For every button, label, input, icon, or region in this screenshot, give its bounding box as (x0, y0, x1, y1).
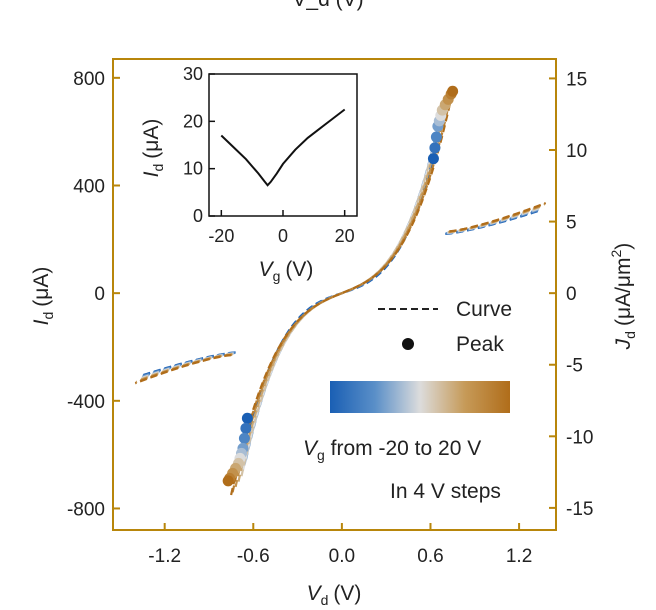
plot-frame (112, 58, 557, 531)
inset-x-tick-label: 20 (335, 226, 355, 246)
iv-tail-positive-vg-20 (449, 201, 547, 233)
curves (134, 91, 547, 496)
legend-peak-label: Peak (456, 333, 504, 356)
inset-y-tick-label: 10 (183, 159, 203, 179)
x-axis-ticks: -1.2 -0.6 0.0 0.6 1.2 (148, 523, 532, 567)
inset-frame (208, 73, 358, 217)
peak-marker-negative-vg--20 (241, 412, 253, 424)
inset-y-axis-ticks: 30 20 10 0 (183, 64, 215, 226)
peak-marker-negative-vg-20 (222, 475, 234, 487)
iv-tail-positive-vg-16 (449, 202, 546, 233)
inset-x-tick-label: 0 (278, 226, 288, 246)
y-left-tick-label: 400 (73, 176, 105, 197)
y-right-tick-label: 15 (566, 69, 587, 90)
inset-x-tick-label: -20 (208, 226, 234, 246)
y-left-axis-ticks: 800 400 0 -400 -800 (67, 69, 120, 520)
legend-curve-label: Curve (456, 298, 512, 321)
y-right-tick-label: 0 (566, 284, 577, 305)
x-tick-label: -1.2 (148, 546, 181, 567)
peak-marker-positive-vg--20 (427, 153, 439, 165)
y-right-tick-label: 10 (566, 141, 587, 162)
y-left-tick-label: 800 (73, 69, 105, 90)
inset-y-tick-label: 0 (193, 206, 203, 226)
legend-peak-marker (402, 338, 414, 350)
iv-tail-negative-vg-16 (135, 353, 232, 384)
top-label-fragment: V_d (V) (292, 0, 363, 11)
inset-y-tick-label: 30 (183, 64, 203, 84)
y-right-tick-label: 5 (566, 213, 577, 234)
iv-curve-vg-16 (231, 93, 453, 493)
main-plot: -1.2 -0.6 0.0 0.6 1.2 800 400 0 -400 -800 15 10 5 0… (67, 58, 593, 567)
peak-marker-negative-vg--16 (240, 422, 252, 434)
colorbar-label: Vg from -20 to 20 V (303, 437, 481, 463)
x-axis-label: Vd (V) (307, 582, 362, 608)
inset-x-axis-label: Vg (V) (259, 258, 314, 284)
inset-series-line (220, 108, 346, 187)
peak-marker-positive-vg--16 (429, 142, 441, 154)
peak-marker-positive-vg--12 (430, 131, 442, 143)
x-tick-label: 0.0 (329, 546, 355, 567)
y-left-tick-label: -800 (67, 499, 105, 520)
inset-y-tick-label: 20 (183, 111, 203, 131)
x-tick-label: 1.2 (506, 546, 532, 567)
steps-label: In 4 V steps (390, 480, 501, 503)
x-tick-label: 0.6 (417, 546, 443, 567)
peak-marker-positive-vg-20 (447, 85, 459, 97)
y-right-axis-label: Jd(μA/μm2) (608, 243, 638, 351)
y-right-tick-label: -15 (566, 499, 593, 520)
peaks (222, 85, 459, 487)
y-right-tick-label: -10 (566, 427, 593, 448)
y-left-axis-label: Id(μA) (30, 267, 56, 326)
x-tick-label: -0.6 (237, 546, 270, 567)
peak-marker-negative-vg--12 (238, 432, 250, 444)
y-left-tick-label: -400 (67, 392, 105, 413)
colorbar (330, 381, 510, 413)
y-right-tick-label: -5 (566, 356, 583, 377)
legend: Curve Peak Vg from -20 to 20 V In 4 V st… (303, 298, 512, 503)
iv-tail-negative-vg-20 (134, 354, 232, 385)
y-left-tick-label: 0 (94, 284, 105, 305)
inset-y-axis-label: Id(μA) (140, 119, 166, 178)
y-right-axis-ticks: 15 10 5 0 -5 -10 -15 (549, 69, 593, 520)
inset-x-axis-ticks: -20 0 20 (208, 210, 355, 246)
